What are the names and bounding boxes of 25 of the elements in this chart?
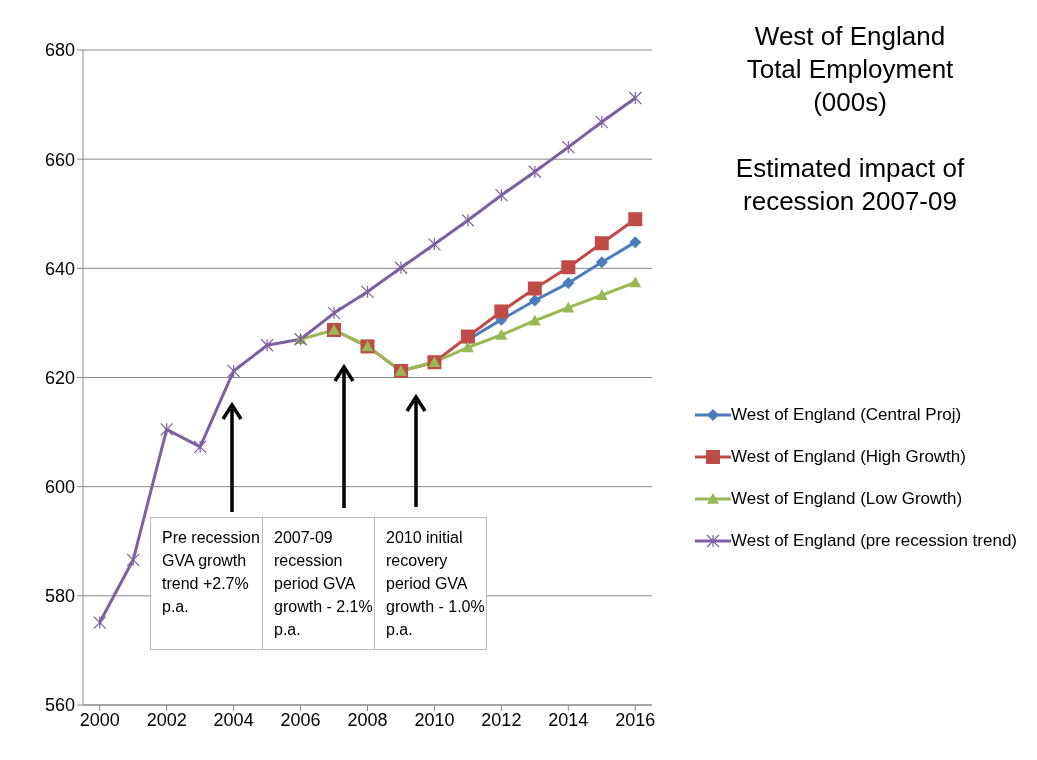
legend-label: West of England (pre recession trend) — [731, 531, 1017, 551]
annotation: Pre recession GVA growth trend +2.7% p.a. — [161, 528, 261, 617]
x-tick-label: 2010 — [414, 709, 455, 730]
y-tick-label: 660 — [44, 149, 75, 170]
y-tick-label: 620 — [44, 367, 75, 388]
x-tick-label: 2012 — [481, 709, 522, 730]
x-tick-label: 2016 — [615, 709, 656, 730]
text: West of England Total Employment (000s) — [745, 20, 955, 119]
legend-label: West of England (High Growth) — [731, 447, 966, 467]
annotation: 2007-09 recession period GVA growth - 2.1% p.a. — [262, 518, 374, 649]
x-tick-label: 2000 — [79, 709, 120, 730]
x-tick-label: 2008 — [347, 709, 388, 730]
x-tick-label: 2002 — [146, 709, 187, 730]
x-tick-label: 2006 — [280, 709, 321, 730]
y-tick-label: 560 — [44, 695, 75, 716]
annotation: 2010 initial recovery period GVA growth - 1.0% p.a. — [374, 518, 486, 649]
y-tick-label: 580 — [44, 586, 75, 607]
text: Estimated impact of recession 2007-09 — [734, 152, 966, 218]
y-tick-label: 600 — [44, 477, 75, 498]
y-tick-label: 640 — [44, 258, 75, 279]
legend-label: West of England (Central Proj) — [731, 405, 962, 425]
legend-label: West of England (Low Growth) — [731, 489, 963, 509]
x-tick-label: 2004 — [213, 709, 254, 730]
x-tick-label: 2014 — [548, 709, 589, 730]
y-tick-label: 680 — [44, 40, 75, 61]
